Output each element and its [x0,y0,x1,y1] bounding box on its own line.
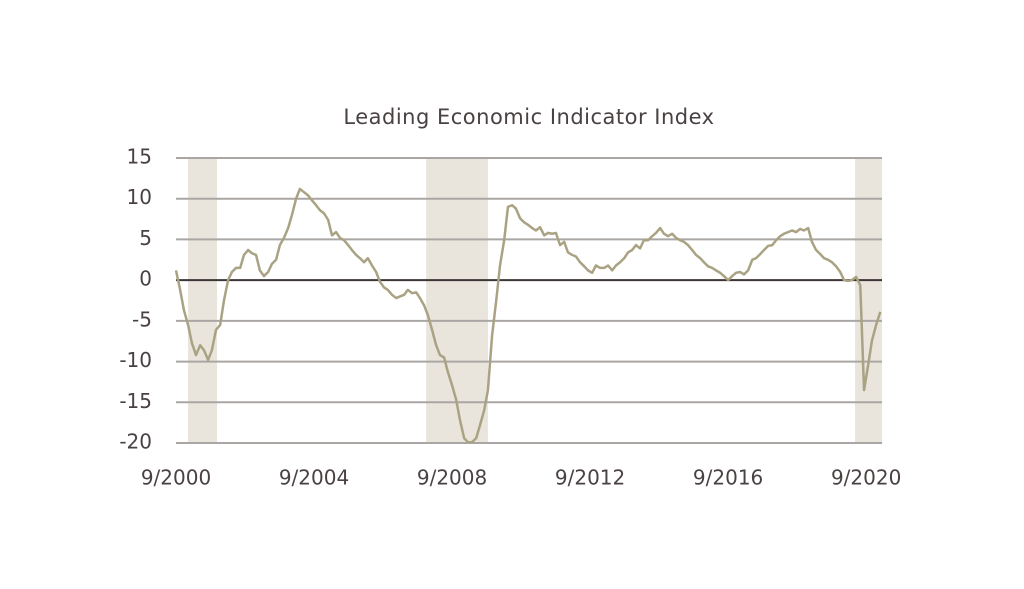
x-tick-label: 9/2016 [693,466,763,490]
chart-title: Leading Economic Indicator Index [343,105,714,129]
y-tick-label: -5 [132,307,152,331]
y-tick-label: -20 [119,430,152,454]
y-tick-label: -10 [119,348,152,372]
x-tick-label: 9/2020 [831,466,901,490]
x-tick-label: 9/2008 [417,466,487,490]
x-tick-label: 9/2004 [279,466,349,490]
x-tick-label: 9/2000 [141,466,211,490]
y-tick-label: 0 [139,267,152,291]
shaded-period [426,158,488,443]
shaded-period [188,158,218,443]
y-tick-label: 5 [139,226,152,250]
y-tick-label: 15 [127,145,152,169]
y-tick-label: 10 [127,185,152,209]
shaded-period [855,158,882,443]
index-line [174,187,882,444]
y-tick-label: -15 [119,389,152,413]
x-tick-label: 9/2012 [555,466,625,490]
